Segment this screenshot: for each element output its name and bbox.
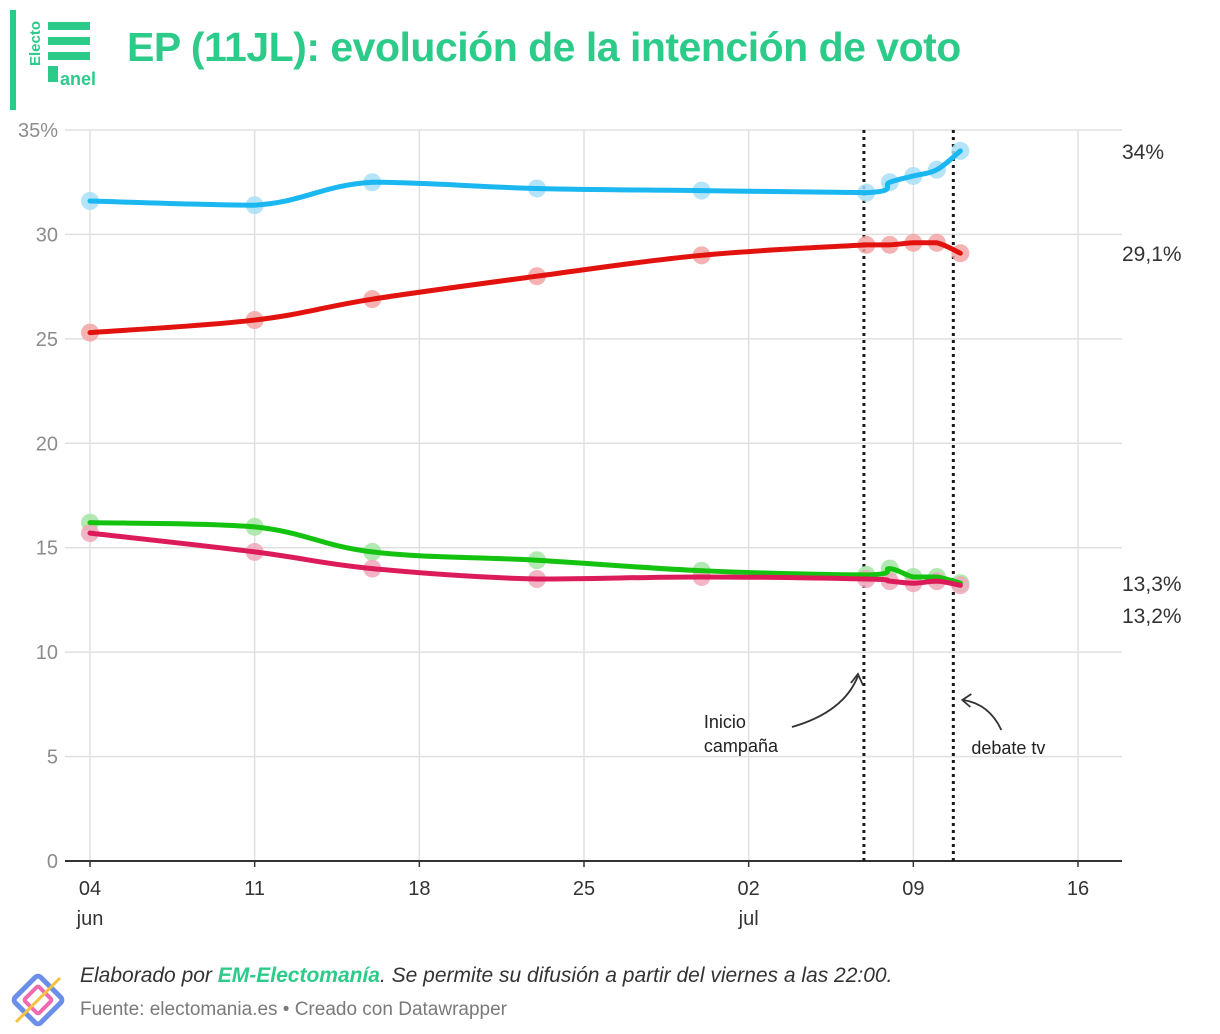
annotation-label-line: campaña [704,736,779,756]
footer-credits: Elaborado por EM-Electomanía. Se permite… [80,964,892,988]
y-tick-label: 35% [18,120,58,142]
electopanel-logo: Electo anel [27,21,96,89]
x-tick-label: 18 [408,878,430,900]
footer-source: Fuente: electomania.es • Creado con Data… [80,999,507,1020]
annotation-label-line: debate tv [971,738,1045,758]
green-series-line [87,520,963,586]
logo-text-bottom: anel [60,69,96,89]
x-tick-label: 02 [738,878,760,900]
x-tick-label: 25 [573,878,595,900]
footer-prefix: Elaborado por [80,964,218,987]
y-tick-label: 20 [36,433,58,455]
footer-brand: EM-Electomanía [217,964,380,987]
green-end-label: 13,3% [1122,573,1182,596]
x-tick-sublabel: jul [738,908,759,930]
x-tick-label: 11 [244,878,265,900]
crimson-end-label: 13,2% [1122,605,1182,628]
annotation-arrowhead [850,672,864,686]
y-tick-label: 5 [47,747,58,769]
y-tick-label: 15 [36,538,58,560]
y-tick-label: 25 [36,329,58,351]
annotation-label-line: Inicio [704,712,746,732]
crimson-series-line [87,530,963,588]
x-tick-label: 16 [1067,878,1089,900]
page-title: EP (11JL): evolución de la intención de … [127,24,961,70]
x-tick-sublabel: jun [76,908,104,930]
electomania-logo-icon [11,973,65,1027]
red-end-label: 29,1% [1122,243,1182,266]
annotation-arrowhead [960,693,972,708]
red-series-line [87,240,963,336]
blue-end-label: 34% [1122,141,1164,164]
x-tick-label: 09 [902,878,924,900]
y-tick-label: 0 [47,851,58,873]
x-tick-label: 04 [79,878,101,900]
annotation-arrow [791,675,859,728]
logo-text-top: Electo [27,21,44,66]
y-tick-label: 10 [36,642,58,664]
y-tick-label: 30 [36,224,58,246]
blue-series-line [87,148,963,208]
header-accent-bar [10,10,16,110]
footer-suffix: . Se permite su difusión a partir del vi… [379,964,893,987]
annotation-arrow [963,699,1003,731]
